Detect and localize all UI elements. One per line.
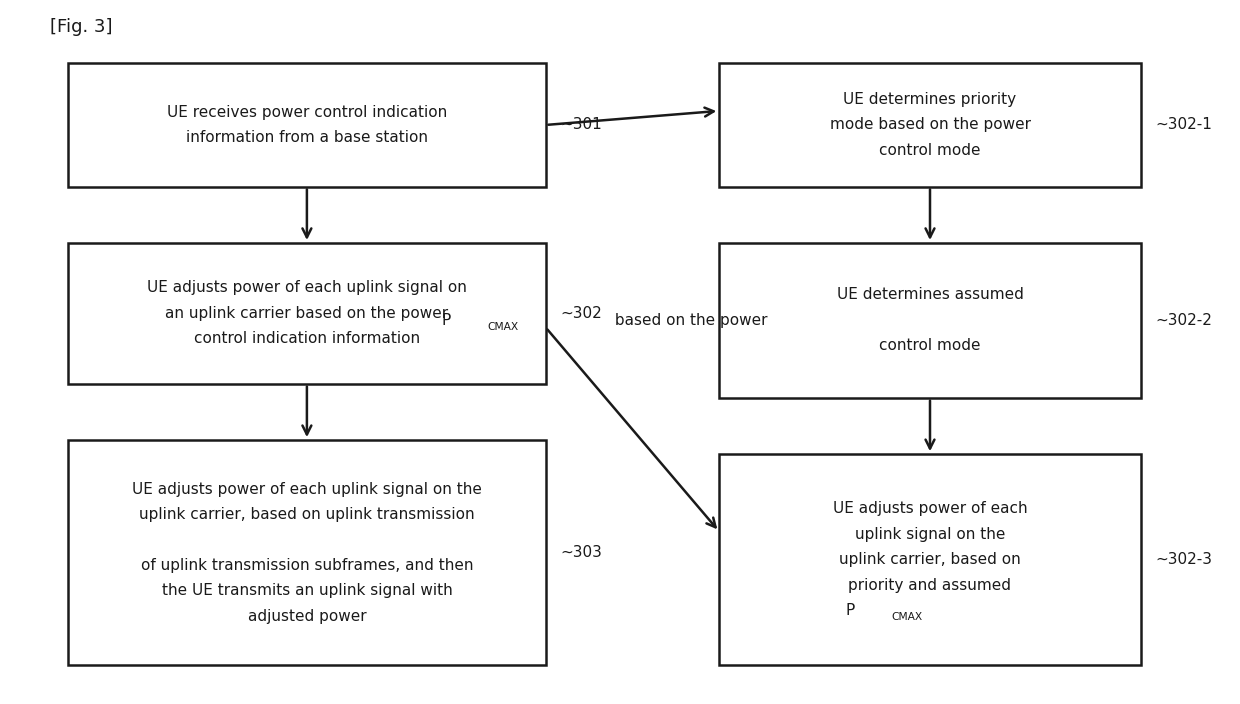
Bar bbox=[719, 243, 1141, 398]
Text: ~302-1: ~302-1 bbox=[1156, 118, 1213, 132]
Text: CMAX: CMAX bbox=[992, 542, 1023, 552]
Text: ~302: ~302 bbox=[560, 306, 603, 321]
Text: control indication information: control indication information bbox=[193, 331, 420, 346]
Text: UE adjusts power of each uplink signal on: UE adjusts power of each uplink signal o… bbox=[148, 280, 466, 296]
Text: UE receives power control indication: UE receives power control indication bbox=[166, 105, 448, 120]
Text: mode based on the power: mode based on the power bbox=[830, 118, 1030, 132]
Text: uplink carrier, based on: uplink carrier, based on bbox=[839, 552, 1021, 567]
Text: P: P bbox=[441, 313, 450, 328]
Text: ~302-3: ~302-3 bbox=[1156, 552, 1213, 567]
Text: an uplink carrier based on the power: an uplink carrier based on the power bbox=[165, 306, 449, 321]
Bar bbox=[719, 63, 1141, 187]
Text: uplink carrier, based on uplink transmission: uplink carrier, based on uplink transmis… bbox=[139, 507, 475, 522]
Text: UE adjusts power of each uplink signal on the: UE adjusts power of each uplink signal o… bbox=[131, 482, 482, 497]
Text: the UE transmits an uplink signal with: the UE transmits an uplink signal with bbox=[161, 583, 453, 598]
Text: of uplink transmission subframes, and then: of uplink transmission subframes, and th… bbox=[140, 558, 474, 573]
Text: ~303: ~303 bbox=[560, 545, 603, 560]
Text: ~302-2: ~302-2 bbox=[1156, 313, 1213, 328]
Text: priority and assumed: priority and assumed bbox=[848, 577, 1012, 593]
Text: ~301: ~301 bbox=[560, 118, 603, 132]
Bar bbox=[68, 63, 546, 187]
Text: control mode: control mode bbox=[879, 143, 981, 158]
Text: CMAX: CMAX bbox=[892, 612, 923, 622]
Text: UE adjusts power of each: UE adjusts power of each bbox=[833, 501, 1027, 517]
Text: P: P bbox=[846, 603, 854, 618]
Text: UE determines priority: UE determines priority bbox=[843, 92, 1017, 107]
Text: P: P bbox=[946, 532, 955, 548]
Text: based on the power: based on the power bbox=[610, 313, 768, 328]
Bar bbox=[68, 243, 546, 384]
Bar bbox=[68, 440, 546, 665]
Text: control mode: control mode bbox=[879, 338, 981, 353]
Bar bbox=[719, 454, 1141, 665]
Text: uplink signal on the: uplink signal on the bbox=[854, 527, 1006, 542]
Text: CMAX: CMAX bbox=[487, 322, 518, 332]
Text: UE determines assumed: UE determines assumed bbox=[837, 287, 1023, 303]
Text: [Fig. 3]: [Fig. 3] bbox=[50, 18, 112, 36]
Text: information from a base station: information from a base station bbox=[186, 130, 428, 145]
Text: adjusted power: adjusted power bbox=[248, 608, 366, 624]
